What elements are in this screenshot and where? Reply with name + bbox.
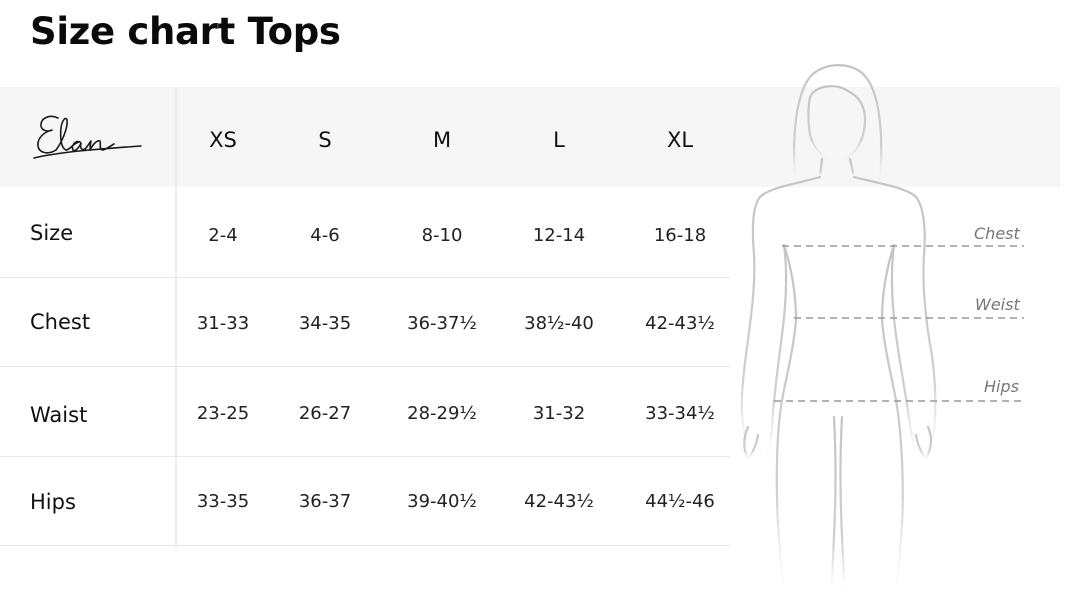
size-header-xl: XL [666,128,694,152]
table-cell: 38½-40 [524,313,594,334]
table-cell: 16-18 [653,225,707,246]
waist-measure-label: Weist [975,295,1020,314]
chest-measure-label: Chest [974,224,1020,243]
table-cell: 42-43½ [645,313,715,334]
size-header-xs: XS [209,128,237,152]
table-cell: 36-37½ [407,313,477,334]
table-cell: 33-35 [196,491,250,512]
row-label-waist: Waist [30,403,88,427]
row-divider [0,545,730,546]
row-label-hips: Hips [30,490,76,514]
table-cell: 39-40½ [407,491,477,512]
hips-measure-label: Hips [984,377,1019,396]
table-cell: 31-32 [532,403,586,424]
table-cell: 44½-46 [645,491,715,512]
size-header-l: L [553,128,565,152]
table-cell: 33-34½ [645,403,715,424]
table-cell: 23-25 [196,403,250,424]
table-cell: 26-27 [298,403,352,424]
elan-logo [33,115,142,159]
table-cell: 31-33 [196,313,250,334]
table-cell: 28-29½ [407,403,477,424]
column-divider [175,87,177,547]
row-label-size: Size [30,221,74,245]
page-title: Size chart Tops [30,10,341,53]
table-cell: 4-6 [310,225,340,246]
table-cell: 36-37 [298,491,352,512]
table-cell: 12-14 [532,225,586,246]
table-cell: 34-35 [298,313,352,334]
size-header-s: S [318,128,332,152]
row-label-chest: Chest [30,310,91,334]
table-cell: 8-10 [421,225,463,246]
body-figure-illustration [740,64,1024,592]
row-divider [0,277,730,278]
row-divider [0,366,730,367]
table-cell: 42-43½ [524,491,594,512]
table-cell: 2-4 [208,225,238,246]
row-divider [0,456,730,457]
size-header-m: M [432,128,452,152]
